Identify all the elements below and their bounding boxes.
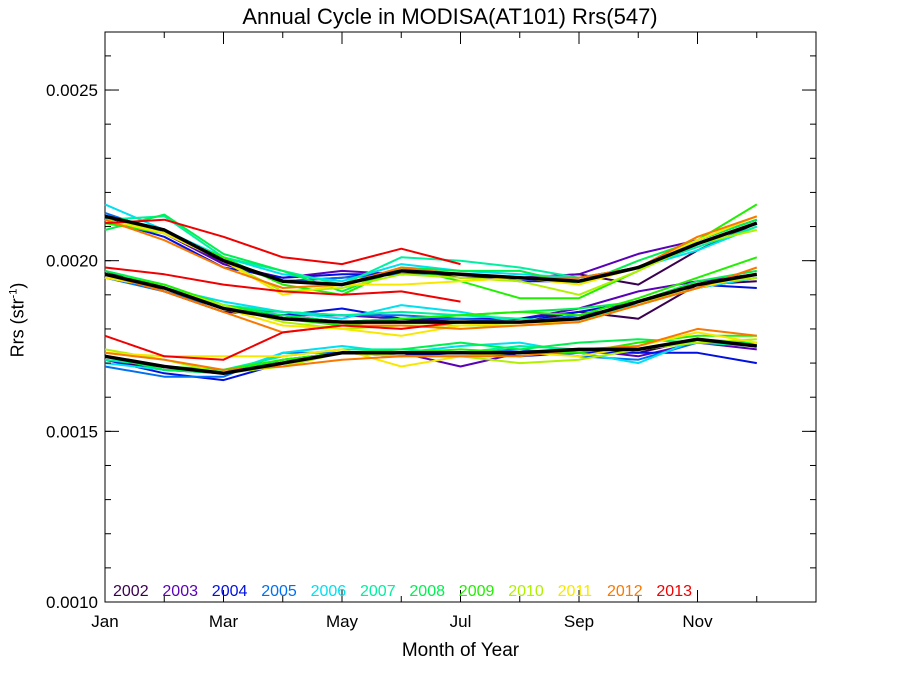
series-lines <box>104 203 758 382</box>
legend-item-2004: 2004 <box>212 583 248 600</box>
legend-item-2006: 2006 <box>311 583 347 600</box>
legend-item-2002: 2002 <box>113 583 149 600</box>
plot-frame <box>104 31 817 603</box>
climatology-line-lower <box>104 337 757 376</box>
y-tick-label: 0.0015 <box>46 422 98 441</box>
legend-item-2011: 2011 <box>558 583 593 600</box>
y-tick-label: 0.0025 <box>46 81 98 100</box>
x-tick-label: Sep <box>564 612 594 631</box>
series-line-middle-2013 <box>104 266 461 303</box>
series-line-upper-2008 <box>104 213 758 293</box>
axes: Jan Mar May Jul Sep Nov 0.0010 0.0015 0.0020 0.00… <box>46 32 817 631</box>
x-axis-label: Month of Year <box>401 640 520 661</box>
x-tick-label: Jan <box>91 612 118 631</box>
legend-item-2013: 2013 <box>656 583 692 600</box>
legend-item-2009: 2009 <box>459 583 495 600</box>
legend-item-2005: 2005 <box>261 583 297 600</box>
climatology-line-upper <box>104 214 758 287</box>
series-line-middle-2012 <box>104 266 758 334</box>
y-tick-label: 0.0010 <box>46 593 98 612</box>
x-tick-label: May <box>326 612 359 631</box>
legend-item-2003: 2003 <box>162 583 198 600</box>
series-line-lower-2012 <box>104 327 757 371</box>
series-line-lower-2013 <box>104 321 461 361</box>
chart-title: Annual Cycle in MODISA(AT101) Rrs(547) <box>242 4 658 29</box>
legend-item-2008: 2008 <box>409 583 445 600</box>
legend-item-2007: 2007 <box>360 583 396 600</box>
series-line-upper-2013 <box>104 218 461 266</box>
climatology-line-middle <box>104 272 758 324</box>
legend: 2002 2003 2004 2005 2006 2007 2008 2009 2010 2011… <box>113 583 692 600</box>
legend-item-2010: 2010 <box>508 583 544 600</box>
x-tick-label: Mar <box>209 612 239 631</box>
legend-item-2012: 2012 <box>607 583 643 600</box>
x-tick-label: Nov <box>682 612 713 631</box>
x-tick-label: Jul <box>450 612 472 631</box>
y-tick-label: 0.0020 <box>46 252 98 271</box>
